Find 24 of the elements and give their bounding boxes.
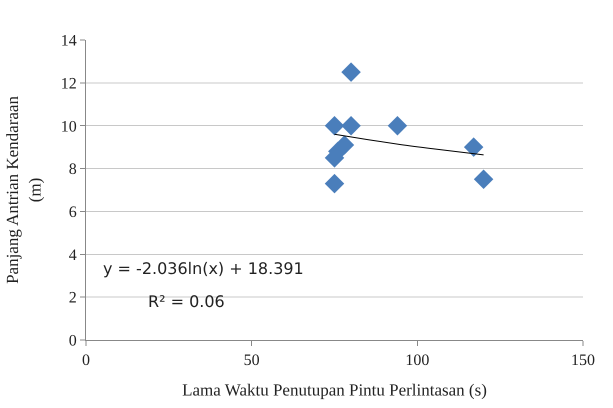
point [341, 62, 361, 82]
y-tick-label: 10 [60, 118, 77, 136]
y-tick-label: 4 [68, 246, 77, 264]
annotation: y = -2.036ln(x) + 18.391 [103, 259, 304, 278]
x-tick-label: 100 [405, 352, 430, 370]
point [324, 174, 344, 194]
y-tick-label: 8 [68, 161, 77, 178]
annotation: R² = 0.06 [148, 292, 225, 311]
point [474, 170, 494, 190]
point [388, 116, 408, 136]
y-axis-title: Panjang Antrian Kendaraan (m) [3, 96, 44, 284]
y-tick-label: 0 [68, 332, 77, 350]
x-axis-title: Lama Waktu Penutupan Pintu Perlintasan (s) [182, 380, 487, 400]
point [341, 116, 361, 136]
point [464, 137, 484, 157]
point [334, 135, 354, 155]
y-tick-label: 12 [60, 75, 77, 92]
y-tick-label: 14 [60, 32, 77, 50]
y-tick-label: 2 [68, 290, 77, 307]
x-tick-label: 0 [82, 352, 90, 370]
x-tick-label: 50 [244, 352, 260, 370]
y-tick-label: 6 [68, 204, 77, 222]
x-tick-label: 150 [571, 352, 595, 370]
point [324, 116, 344, 136]
